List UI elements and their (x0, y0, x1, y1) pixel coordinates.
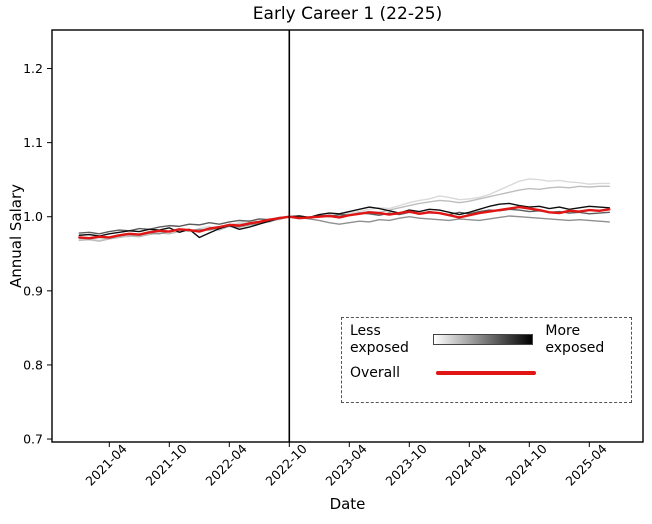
x-axis-label: Date (329, 495, 366, 513)
x-tick-label: 2022-10 (262, 441, 310, 489)
x-tick-label: 2025-04 (562, 441, 610, 489)
x-tick-label: 2021-04 (82, 441, 130, 489)
legend-box: Less exposed More exposed Overall (341, 317, 632, 403)
x-tick-label: 2024-10 (502, 441, 550, 489)
y-tick-label: 0.8 (23, 357, 43, 372)
y-tick-label: 1.2 (23, 61, 43, 76)
x-tick-label: 2023-10 (382, 441, 430, 489)
x-tick-label: 2023-04 (322, 441, 370, 489)
legend-more-exposed-label: More exposed (545, 323, 605, 356)
series-exposure-quintile-5-most-exposed (78, 202, 610, 239)
legend-overall-label: Overall (350, 364, 401, 381)
legend-less-exposed-label: Less exposed (350, 323, 409, 356)
y-tick-label: 1.0 (23, 209, 43, 224)
y-tick-label: 0.7 (23, 432, 43, 447)
series-exposure-quintile-4 (78, 208, 610, 235)
x-tick-label: 2022-04 (202, 441, 250, 489)
x-tick-label: 2024-04 (442, 441, 490, 489)
x-tick-label: 2021-10 (142, 441, 190, 489)
axes-border (51, 29, 644, 443)
series-overall (78, 205, 611, 240)
legend-overall-row: Overall (350, 365, 623, 382)
legend-exposure-row: Less exposed More exposed (350, 323, 623, 357)
chart-title: Early Career 1 (22-25) (252, 4, 443, 24)
exposure-gradient-bar (433, 334, 534, 346)
overall-line-swatch (436, 370, 536, 375)
y-tick-label: 1.1 (23, 135, 43, 150)
y-tick-label: 0.9 (23, 283, 43, 298)
